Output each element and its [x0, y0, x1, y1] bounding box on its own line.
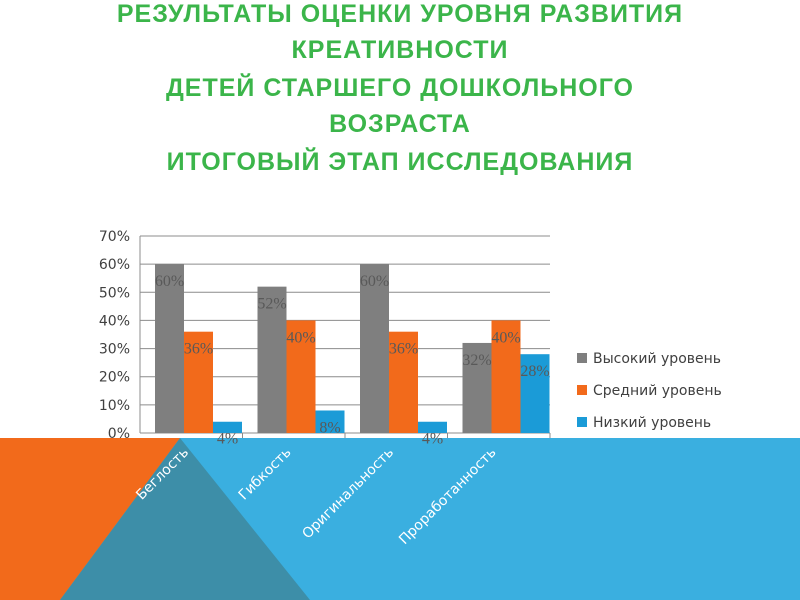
background-shape	[0, 438, 180, 600]
bar	[520, 354, 550, 433]
y-tick-label: 50%	[99, 285, 130, 301]
bar	[360, 264, 389, 433]
value-label: 4%	[422, 431, 443, 448]
y-tick-label: 30%	[99, 342, 130, 358]
legend-label: Средний уровень	[593, 383, 722, 399]
background-shape	[60, 438, 310, 600]
bar	[315, 410, 345, 433]
legend-label: Высокий уровень	[593, 351, 721, 367]
bar	[462, 342, 492, 433]
y-tick-label: 70%	[99, 229, 130, 245]
title-line: КРЕАТИВНОСТИ	[292, 36, 509, 64]
legend-swatch	[577, 353, 587, 363]
value-label: 60%	[360, 273, 389, 290]
value-label: 32%	[462, 352, 491, 369]
legend-label: Низкий уровень	[593, 415, 711, 431]
bar	[213, 421, 242, 433]
y-tick-label: 10%	[99, 398, 130, 414]
title-line: ДЕТЕЙ СТАРШЕГО ДОШКОЛЬНОГО	[166, 72, 634, 102]
bar	[184, 331, 213, 433]
value-label: 36%	[389, 341, 418, 358]
value-label: 40%	[491, 329, 520, 346]
bar	[155, 264, 184, 433]
y-tick-label: 0%	[108, 426, 130, 442]
value-label: 4%	[217, 431, 238, 448]
bar	[257, 286, 287, 433]
y-tick-label: 40%	[99, 313, 130, 329]
bar	[389, 331, 418, 433]
bar	[418, 421, 447, 433]
title-line: ИТОГОВЫЙ ЭТАП ИССЛЕДОВАНИЯ	[167, 146, 634, 176]
value-label: 36%	[184, 341, 213, 358]
value-label: 8%	[319, 419, 340, 436]
value-label: 60%	[155, 273, 184, 290]
title-line: РЕЗУЛЬТАТЫ ОЦЕНКИ УРОВНЯ РАЗВИТИЯ	[117, 0, 683, 28]
title-line: ВОЗРАСТА	[329, 110, 471, 138]
value-label: 40%	[286, 329, 315, 346]
value-label: 28%	[520, 363, 549, 380]
y-tick-label: 60%	[99, 257, 130, 273]
bar	[491, 320, 521, 433]
legend-swatch	[577, 417, 587, 427]
value-label: 52%	[257, 296, 286, 313]
bar	[286, 320, 316, 433]
y-tick-label: 20%	[99, 370, 130, 386]
legend-swatch	[577, 385, 587, 395]
